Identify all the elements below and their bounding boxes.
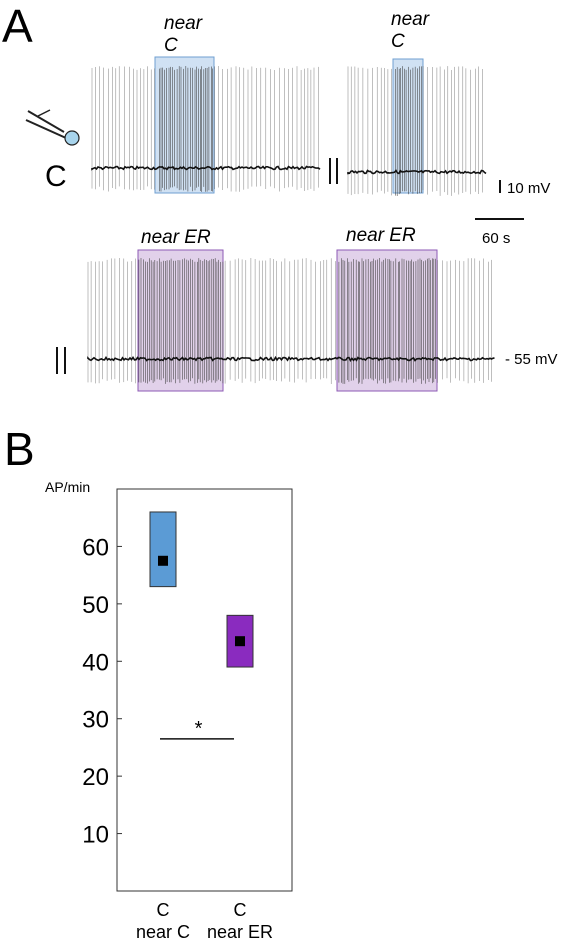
panel-b-letter: B [4, 423, 35, 475]
y-axis-label: AP/min [45, 479, 90, 495]
near-c-label-1-line1: near [164, 13, 203, 34]
mean-marker [158, 555, 168, 566]
y-axis: 10 20 30 40 50 60 [82, 534, 122, 849]
x-label-2-line2: near ER [207, 922, 273, 942]
trace-bottom [87, 258, 495, 384]
pipette-icon [25, 109, 80, 146]
baseline-label: - 55 mV [505, 351, 558, 368]
near-er-label-1: near ER [141, 227, 211, 248]
significance-star: * [195, 718, 203, 740]
y-tick-label: 50 [82, 592, 109, 619]
baseline-trace [87, 355, 495, 362]
trace-top-left [91, 66, 321, 192]
y-tick-label: 30 [82, 707, 109, 734]
time-scale-label: 60 s [482, 230, 510, 247]
mean-marker [235, 636, 245, 647]
plot-frame [116, 488, 293, 892]
cell-label: C [45, 160, 67, 193]
trace-top-right [347, 66, 487, 196]
range-box [149, 511, 177, 588]
x-label-2-line1: C [234, 900, 247, 920]
baseline-trace [347, 169, 487, 175]
panel-a-letter: A [2, 0, 33, 52]
x-label-1-line1: C [157, 900, 170, 920]
near-c-label-2-line2: C [391, 31, 405, 52]
break-marker-bottom [56, 347, 66, 374]
y-tick-label: 20 [82, 764, 109, 791]
near-c-label-2-line1: near [391, 9, 430, 30]
break-marker-top [329, 158, 338, 184]
near-c-label-1-line2: C [164, 35, 178, 56]
near-er-window-1 [137, 249, 224, 392]
data-boxes [149, 511, 254, 668]
near-c-window-2 [392, 58, 424, 194]
x-label-1-line2: near C [136, 922, 190, 942]
y-tick-label: 60 [82, 534, 109, 561]
y-tick-label: 40 [82, 649, 109, 676]
voltage-scale-label: 10 mV [507, 180, 550, 197]
near-er-label-2: near ER [346, 225, 416, 246]
significance-marker: * [160, 718, 234, 740]
y-tick-label: 10 [82, 822, 109, 849]
baseline-trace [91, 165, 321, 171]
